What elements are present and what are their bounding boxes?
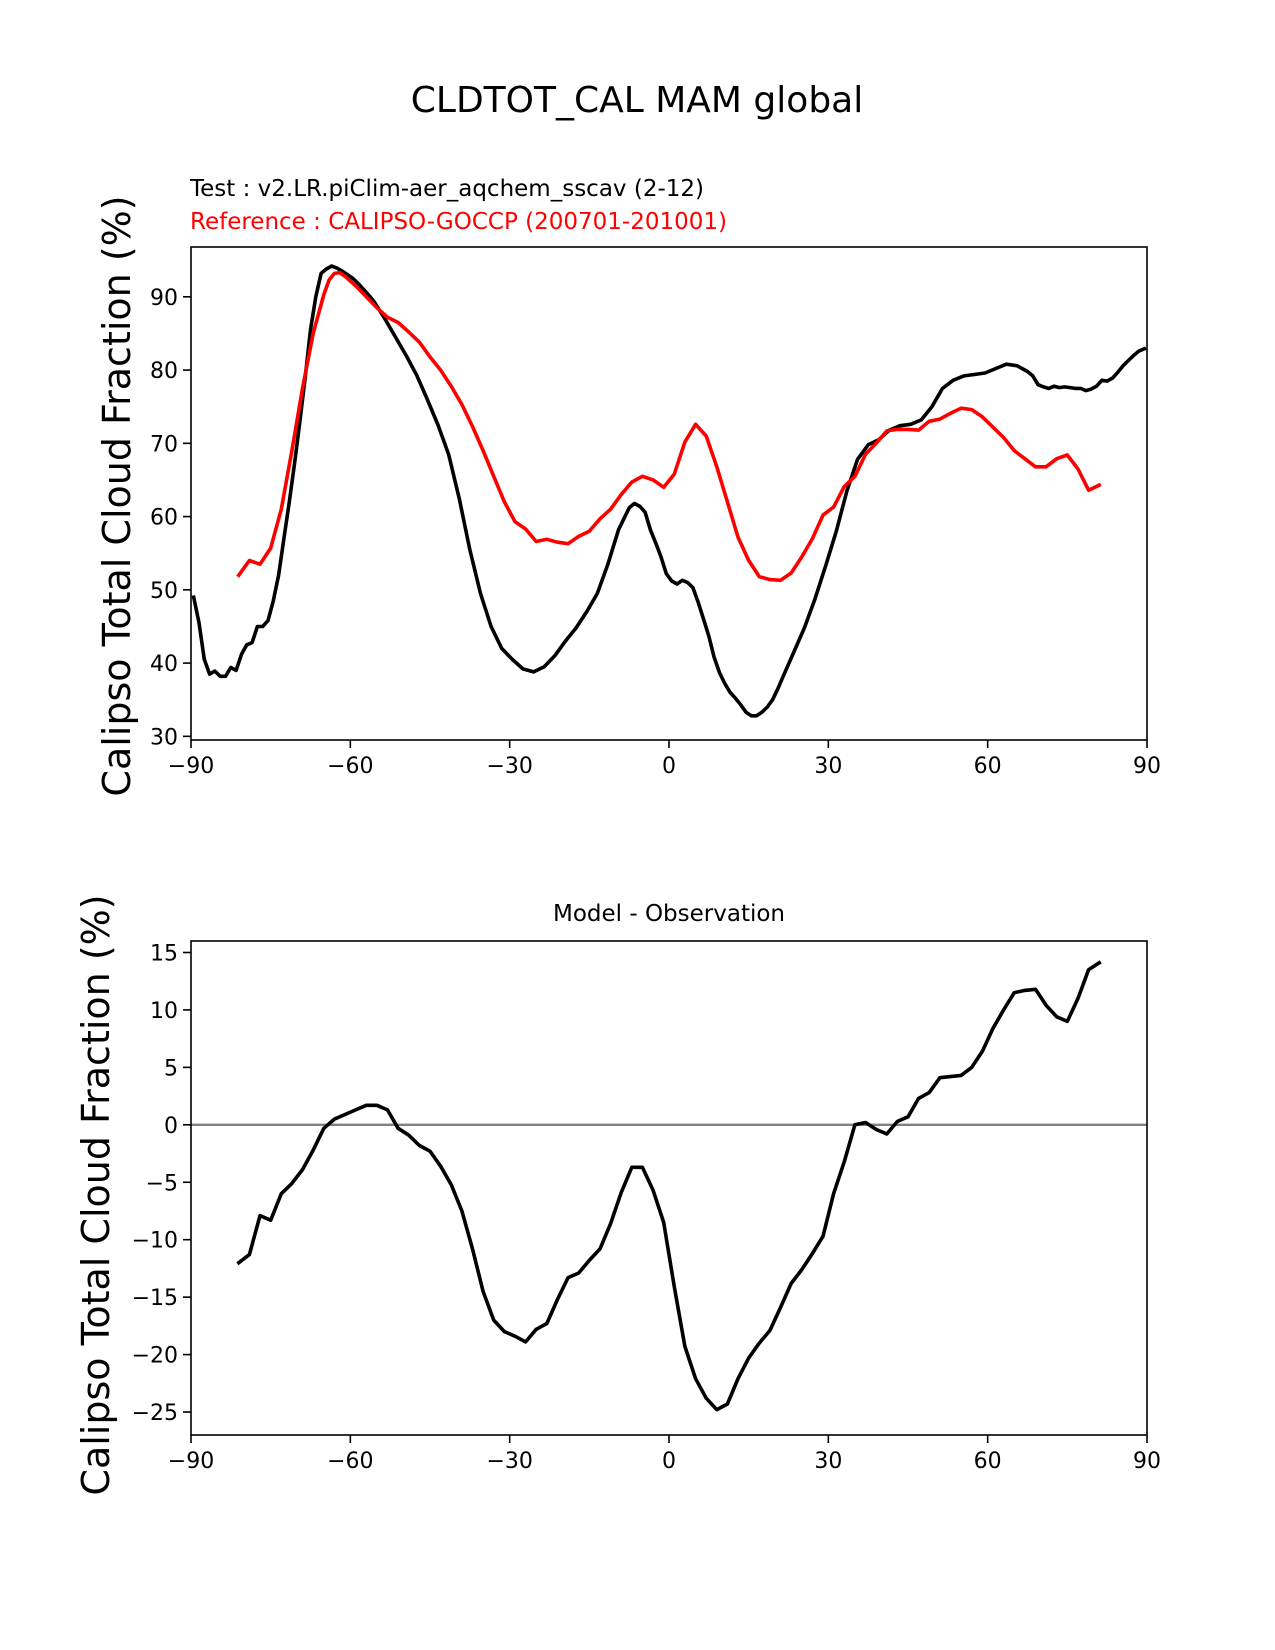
top-y-tick-label: 80	[150, 359, 178, 384]
top-y-tick-label: 30	[150, 725, 178, 750]
bottom-x-tick-label: 0	[662, 1449, 676, 1474]
test-label: Test : v2.LR.piClim-aer_aqchem_sscav (2-…	[189, 176, 704, 202]
top-y-tick-label: 70	[150, 432, 178, 457]
bottom-x-tick-label: 90	[1133, 1449, 1161, 1474]
top-panel: Test : v2.LR.piClim-aer_aqchem_sscav (2-…	[95, 176, 1161, 797]
bottom-frame	[190, 940, 1148, 1436]
top-x-tick-label: 60	[974, 754, 1002, 779]
top-plot-data	[191, 264, 1147, 718]
bottom-y-tick-label: −5	[146, 1171, 178, 1196]
top-y-tick-label: 60	[150, 506, 178, 531]
bottom-panel: Model - Observation Calipso Total Cloud …	[74, 894, 1161, 1495]
bottom-plot-data	[191, 960, 1147, 1412]
bottom-x-tick-label: −90	[168, 1449, 214, 1474]
reference-label: Reference : CALIPSO-GOCCP (200701-201001…	[190, 209, 727, 235]
top-x-tick-label: 0	[662, 754, 676, 779]
bottom-y-tick-label: 10	[150, 999, 178, 1024]
top-x-tick-label: −90	[168, 754, 214, 779]
top-x-tick-label: −60	[327, 754, 373, 779]
bottom-x-tick-label: 60	[974, 1449, 1002, 1474]
bottom-x-tick-label: 30	[814, 1449, 842, 1474]
top-y-tick-label: 40	[150, 652, 178, 677]
bottom-y-tick-label: −20	[132, 1344, 178, 1369]
figure-title: CLDTOT_CAL MAM global	[411, 80, 863, 121]
bottom-x-tick-label: −30	[486, 1449, 532, 1474]
bottom-y-tick-label: 15	[150, 941, 178, 966]
bottom-title: Model - Observation	[553, 901, 785, 927]
top-y-tick-label: 90	[150, 286, 178, 311]
top-series-reference-line	[236, 270, 1102, 583]
top-y-axis-label: Calipso Total Cloud Fraction (%)	[95, 195, 139, 796]
bottom-y-tick-label: 0	[164, 1114, 178, 1139]
bottom-series-model-observation-line	[236, 960, 1102, 1412]
top-series-test-line	[191, 264, 1147, 718]
top-axes: −90 −60 −30 0 30 60 90 30 40 50 60 70 80 90	[150, 246, 1161, 779]
bottom-y-tick-label: 5	[164, 1056, 178, 1081]
top-frame	[190, 246, 1148, 741]
bottom-y-axis-label: Calipso Total Cloud Fraction (%)	[74, 894, 118, 1495]
bottom-y-tick-label: −25	[132, 1401, 178, 1426]
top-x-tick-label: 30	[814, 754, 842, 779]
top-x-tick-label: −30	[486, 754, 532, 779]
bottom-y-tick-label: −10	[132, 1229, 178, 1254]
bottom-x-tick-label: −60	[327, 1449, 373, 1474]
bottom-y-tick-label: −15	[132, 1286, 178, 1311]
top-x-tick-label: 90	[1133, 754, 1161, 779]
bottom-axes: −90 −60 −30 0 30 60 90 −25 −20 −15 −10 −5 0 5 10 15	[132, 940, 1161, 1474]
top-y-tick-label: 50	[150, 579, 178, 604]
